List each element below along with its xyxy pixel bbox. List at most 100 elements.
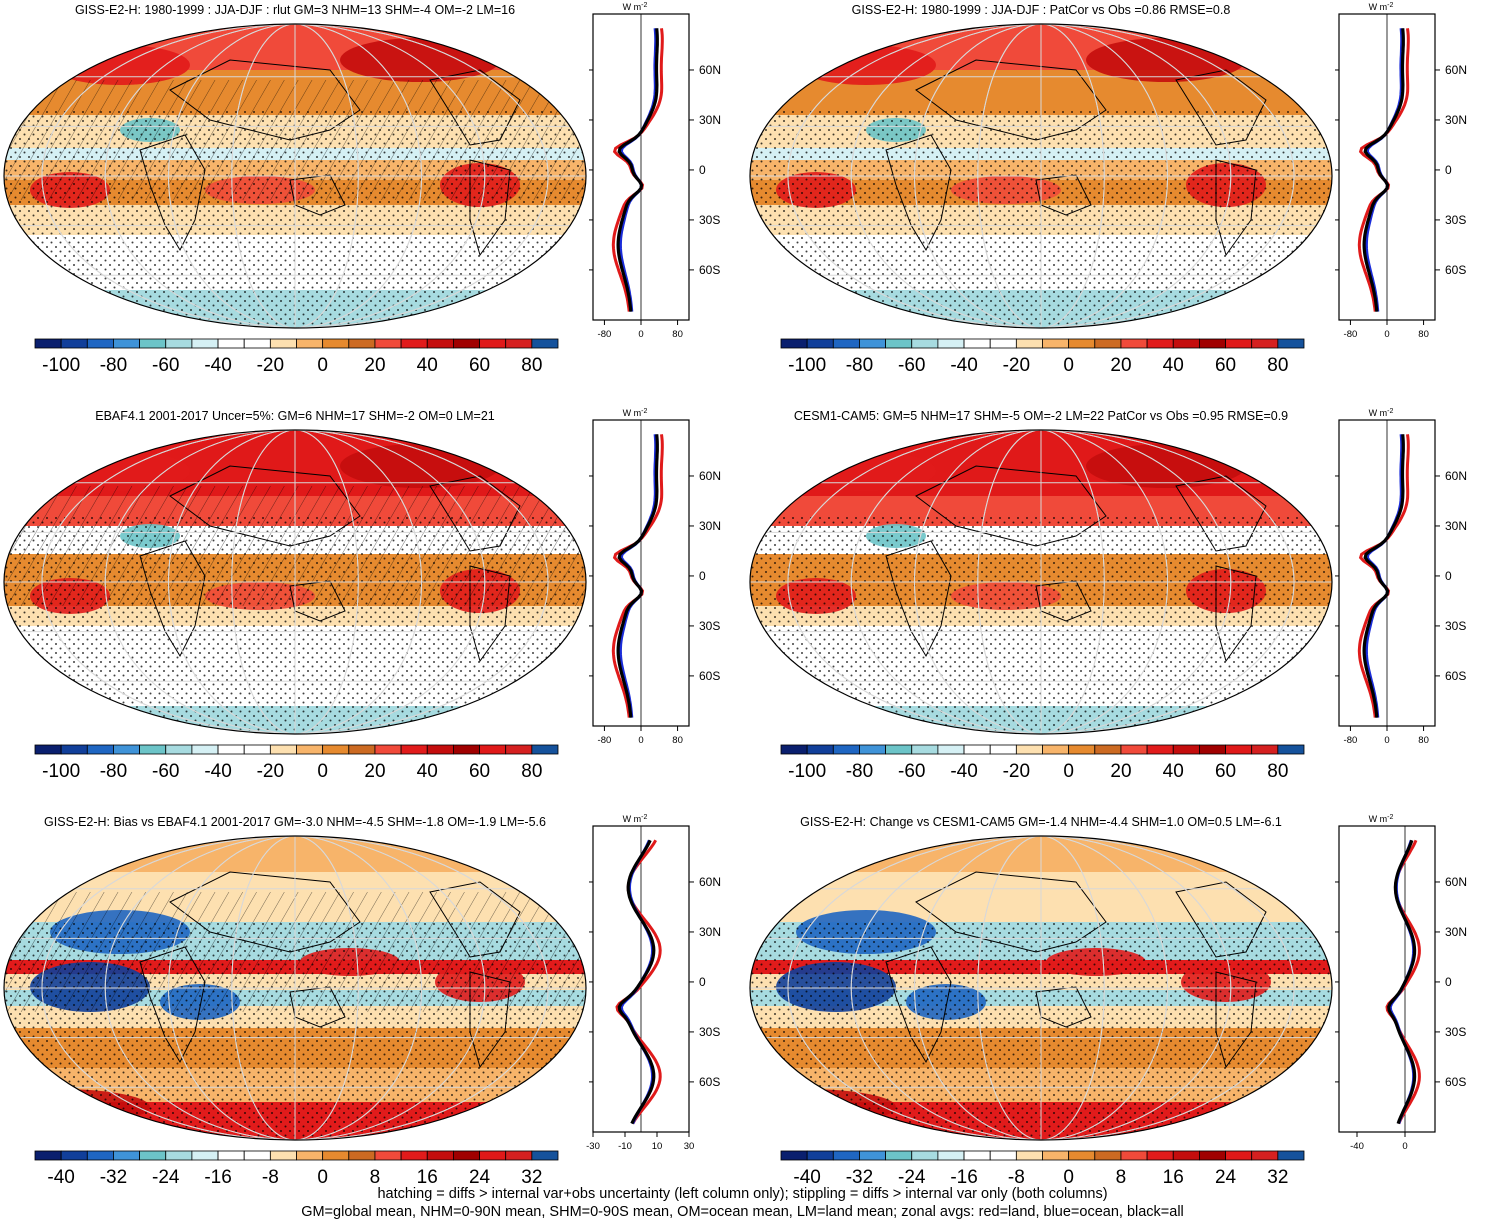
robinson-map: [3, 835, 587, 1141]
zonal-ocean-line: [1364, 434, 1404, 718]
colorbar-swatch: [1094, 338, 1122, 349]
robinson-map: [3, 429, 587, 735]
colorbar-swatch: [452, 338, 480, 349]
colorbar-swatch: [832, 338, 860, 349]
colorbar-tick-label: 24: [469, 1167, 491, 1188]
colorbar-swatch: [452, 1150, 480, 1161]
colorbar-swatch: [885, 744, 913, 755]
colorbar-swatch: [426, 338, 454, 349]
zonal-ocean-line: [619, 839, 655, 1125]
map-title: GISS-E2-H: Bias vs EBAF4.1 2001-2017 GM=…: [44, 815, 546, 829]
zonal-unit-label: W m-2: [623, 814, 648, 824]
colorbar-tick-label: 60: [469, 355, 490, 376]
colorbar-swatch: [780, 744, 808, 755]
colorbar-swatch: [505, 744, 533, 755]
colorbar-tick-label: -40: [204, 355, 231, 376]
zonal-lat-label: 60S: [1445, 669, 1466, 683]
colorbar-tick-label: 0: [317, 1167, 328, 1188]
robinson-map: [749, 429, 1333, 735]
zonal-lat-label: 60N: [1445, 875, 1467, 889]
zonal-x-tick-label: 10: [652, 1141, 663, 1152]
colorbar-swatch: [505, 338, 533, 349]
colorbar-swatch: [989, 338, 1017, 349]
colorbar-swatch: [1068, 1150, 1096, 1161]
zonal-mean-plot: W m-2 60N 30N 0 30S 60S -80 0 80: [589, 2, 721, 340]
zonal-lat-label: 60N: [1445, 469, 1467, 483]
colorbar-tick-label: -32: [846, 1167, 873, 1188]
colorbar-swatch: [937, 744, 965, 755]
zonal-lat-label: 0: [699, 569, 706, 583]
colorbar-swatch: [1146, 338, 1174, 349]
zonal-ocean-line: [618, 434, 658, 718]
colorbar-swatch: [911, 338, 939, 349]
zonal-lat-label: 60N: [699, 875, 721, 889]
colorbar-tick-label: -80: [100, 355, 127, 376]
zonal-lat-label: 60S: [1445, 1075, 1466, 1089]
colorbar-swatch: [296, 744, 324, 755]
colorbar-tick-label: 60: [469, 761, 490, 782]
colorbar-tick-label: -100: [788, 761, 826, 782]
colorbar-swatch: [1172, 1150, 1200, 1161]
zonal-x-tick-label: 0: [638, 735, 643, 746]
zonal-ocean-line: [1364, 28, 1404, 312]
zonal-x-tick-label: -10: [618, 1141, 632, 1152]
colorbar-swatch: [806, 744, 834, 755]
colorbar-tick-label: -100: [42, 355, 80, 376]
colorbar: -40-32-24-16-80816243240: [780, 1150, 1305, 1188]
map-title: GISS-E2-H: 1980-1999 : JJA-DJF : rlut GM…: [74, 3, 516, 17]
zonal-unit-label: W m-2: [623, 2, 648, 12]
zonal-lat-label: 30N: [1445, 519, 1467, 533]
colorbar-tick-label: 40: [417, 355, 438, 376]
colorbar-tick-label: 80: [1267, 355, 1288, 376]
zonal-x-tick-label: -30: [586, 1141, 600, 1152]
colorbar-swatch: [1277, 1150, 1305, 1161]
colorbar-swatch: [780, 338, 808, 349]
colorbar-swatch: [452, 744, 480, 755]
colorbar-swatch: [963, 1150, 991, 1161]
colorbar-swatch: [1198, 744, 1226, 755]
colorbar-swatch: [269, 744, 297, 755]
colorbar-swatch: [139, 1150, 167, 1161]
colorbar-swatch: [1225, 338, 1253, 349]
zonal-lat-label: 30S: [699, 619, 720, 633]
colorbar-swatch: [1015, 744, 1043, 755]
colorbar-swatch: [1251, 744, 1279, 755]
colorbar-swatch: [165, 1150, 193, 1161]
colorbar: -100-80-60-40-20020406080100: [780, 338, 1305, 376]
colorbar-swatch: [113, 1150, 140, 1161]
zonal-all-line: [1362, 434, 1405, 718]
zonal-lat-label: 30S: [1445, 1025, 1466, 1039]
colorbar-tick-label: 16: [1163, 1167, 1184, 1188]
colorbar-swatch: [1146, 1150, 1174, 1161]
colorbar-swatch: [806, 1150, 834, 1161]
zonal-all-line: [1362, 28, 1405, 312]
colorbar-tick-label: 0: [317, 355, 328, 376]
colorbar-swatch: [1225, 1150, 1253, 1161]
colorbar-swatch: [191, 744, 219, 755]
colorbar-tick-label: -60: [898, 761, 925, 782]
colorbar-tick-label: 20: [364, 761, 385, 782]
zonal-x-tick-label: 80: [1418, 329, 1429, 340]
colorbar-swatch: [832, 1150, 860, 1161]
footer-line-1: hatching = diffs > internal var+obs unce…: [377, 1186, 1108, 1202]
zonal-x-tick-label: 0: [638, 329, 643, 340]
zonal-unit-label: W m-2: [1369, 408, 1394, 418]
panel-giss-climatology: GISS-E2-H: 1980-1999 : JJA-DJF : rlut GM…: [0, 0, 742, 406]
colorbar-swatch: [269, 338, 297, 349]
colorbar-tick-label: -100: [42, 761, 80, 782]
colorbar-tick-label: -20: [257, 355, 284, 376]
colorbar-tick-label: -40: [793, 1167, 820, 1188]
colorbar-tick-label: -80: [846, 355, 873, 376]
colorbar-swatch: [911, 1150, 939, 1161]
zonal-unit-label: W m-2: [1369, 2, 1394, 12]
colorbar-swatch: [859, 744, 886, 755]
zonal-all-line: [1387, 839, 1417, 1125]
colorbar-swatch: [348, 744, 376, 755]
colorbar-tick-label: -60: [898, 355, 925, 376]
colorbar-swatch: [60, 1150, 88, 1161]
colorbar-swatch: [374, 1150, 402, 1161]
colorbar-swatch: [885, 1150, 913, 1161]
colorbar: -100-80-60-40-20020406080100: [780, 744, 1305, 782]
colorbar-tick-label: 16: [417, 1167, 438, 1188]
zonal-lat-label: 0: [1445, 975, 1452, 989]
